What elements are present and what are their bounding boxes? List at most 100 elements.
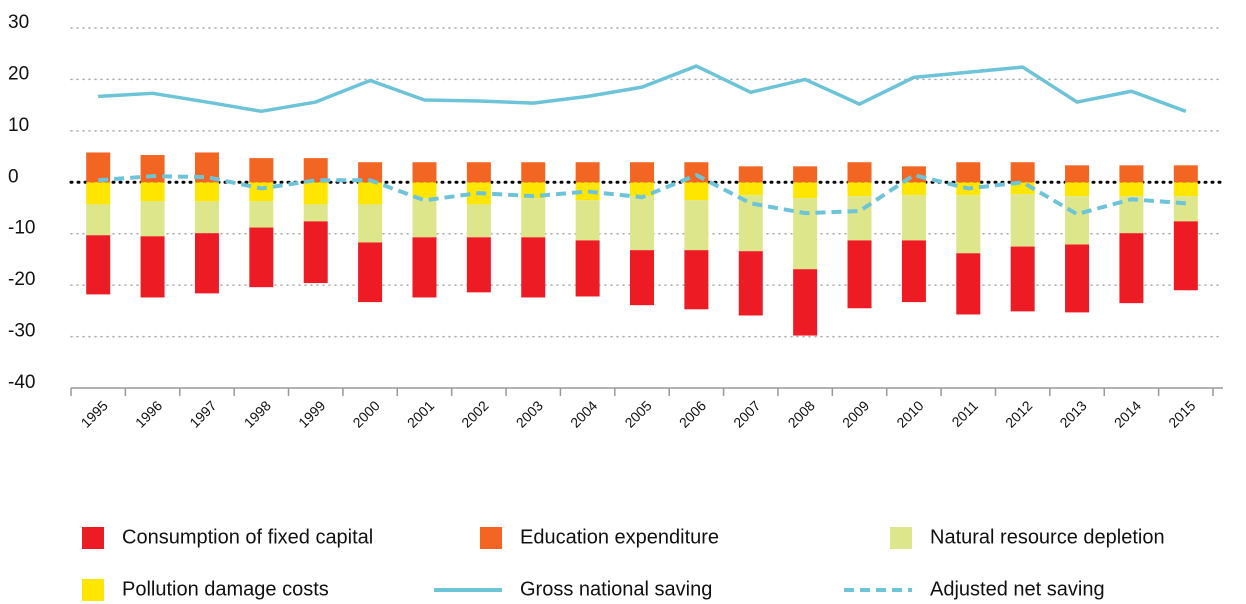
bar-segment	[1065, 165, 1090, 183]
bar-segment	[847, 240, 872, 309]
bar-segment	[358, 162, 383, 183]
bar-segment	[86, 235, 111, 295]
bar-segment	[1010, 246, 1035, 312]
x-tick-label: 2008	[785, 397, 818, 430]
bar-segment	[684, 200, 709, 251]
bar-segment	[1173, 165, 1198, 183]
bar-segment	[86, 182, 111, 205]
legend-swatch	[82, 527, 104, 549]
bar-segment	[956, 195, 981, 254]
bar-segment	[358, 182, 383, 205]
bar-segment	[1119, 233, 1144, 304]
bar-segment	[684, 182, 709, 201]
bar-segment	[630, 162, 654, 183]
x-tick-label: 2006	[676, 397, 709, 430]
legend-label: Adjusted net saving	[930, 578, 1105, 600]
bar-segment	[303, 182, 328, 205]
bar-segment	[521, 237, 546, 298]
x-tick-label: 2009	[839, 397, 872, 430]
line	[98, 64, 1187, 114]
y-tick-label: 10	[8, 115, 29, 136]
bar-segment	[140, 155, 165, 183]
bar-segment	[249, 182, 274, 202]
x-tick-label: 1998	[241, 397, 274, 430]
bar-segment	[412, 198, 437, 238]
x-tick-label: 1999	[295, 397, 328, 430]
bar-segment	[1010, 194, 1035, 247]
bar-segment	[793, 182, 818, 199]
y-tick-label: -10	[8, 218, 35, 239]
bar-segment	[249, 227, 274, 288]
bar-segment	[1173, 196, 1198, 222]
y-tick-label: 20	[8, 63, 29, 84]
bar-segment	[303, 204, 328, 222]
bar-segment	[847, 196, 872, 241]
bar-segment	[738, 182, 763, 196]
y-tick-label: -30	[8, 321, 35, 342]
x-tick-label: 1996	[132, 397, 165, 430]
bar-segment	[575, 162, 600, 183]
bar-segment	[575, 200, 600, 241]
bar-segment	[412, 162, 437, 183]
bar-segment	[140, 236, 165, 298]
bar-segment	[1173, 221, 1198, 291]
bar-segment	[1119, 165, 1144, 183]
bar-segment	[466, 162, 491, 183]
bar-segment	[466, 237, 491, 293]
dashed-line	[98, 173, 1186, 217]
bar-segment	[630, 182, 654, 197]
bar-segment	[1173, 182, 1198, 197]
bar-segment	[412, 182, 437, 199]
x-tick-label: 2003	[513, 397, 546, 430]
x-tick-label: 2005	[621, 397, 654, 430]
x-tick-label: 1997	[186, 397, 219, 430]
bar-segment	[303, 221, 328, 284]
y-tick-label: -20	[8, 269, 35, 290]
bar-segment	[1010, 162, 1035, 183]
bar-segment	[1119, 196, 1144, 234]
bar-segment	[630, 250, 654, 306]
bar-segment	[1065, 182, 1090, 197]
x-tick-label: 2013	[1056, 397, 1089, 430]
legend-label: Gross national saving	[520, 578, 712, 600]
x-tick-label: 2011	[948, 397, 981, 430]
x-tick-label: 2001	[404, 397, 437, 430]
bar-segment	[249, 201, 274, 228]
x-tick-label: 1995	[78, 397, 111, 430]
bar-segment	[575, 240, 600, 297]
bar-segment	[793, 269, 818, 336]
bar-segment	[956, 162, 981, 183]
bar-segment	[1065, 244, 1090, 313]
bar-segment	[793, 166, 818, 183]
bar-segment	[738, 166, 763, 183]
bar-segment	[1065, 196, 1090, 245]
x-tick-label: 2015	[1165, 397, 1198, 430]
x-tick-label: 2014	[1111, 397, 1144, 430]
bar-segment	[901, 240, 926, 303]
bar-segment	[194, 201, 219, 234]
bar-segment	[956, 253, 981, 315]
bar-segment	[630, 196, 654, 251]
bar-segment	[684, 250, 709, 310]
bar-segment	[466, 204, 491, 238]
bar-segment	[140, 182, 165, 202]
bar-segment	[901, 195, 926, 241]
y-tick-label: 30	[8, 12, 29, 33]
bar-segment	[194, 182, 219, 202]
bar-segment	[575, 182, 600, 201]
bar-segment	[412, 237, 437, 298]
bar-segment	[140, 201, 165, 237]
legend-label: Natural resource depletion	[930, 526, 1165, 548]
bar-segment	[358, 204, 383, 243]
bar-segment	[901, 182, 926, 196]
bar-segment	[847, 182, 872, 197]
legend-label: Pollution damage costs	[122, 578, 329, 600]
bar-segment	[847, 162, 872, 183]
bar-segment	[521, 162, 546, 183]
bar-segment	[521, 198, 546, 238]
x-tick-label: 2007	[730, 397, 763, 430]
bar-segment	[358, 242, 383, 303]
bar-segment	[793, 198, 818, 270]
x-tick-label: 2012	[1002, 397, 1035, 430]
